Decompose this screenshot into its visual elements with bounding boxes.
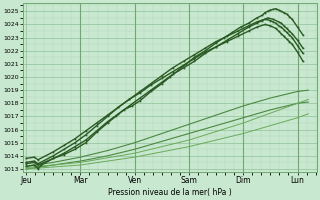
X-axis label: Pression niveau de la mer( hPa ): Pression niveau de la mer( hPa ) [108, 188, 232, 197]
